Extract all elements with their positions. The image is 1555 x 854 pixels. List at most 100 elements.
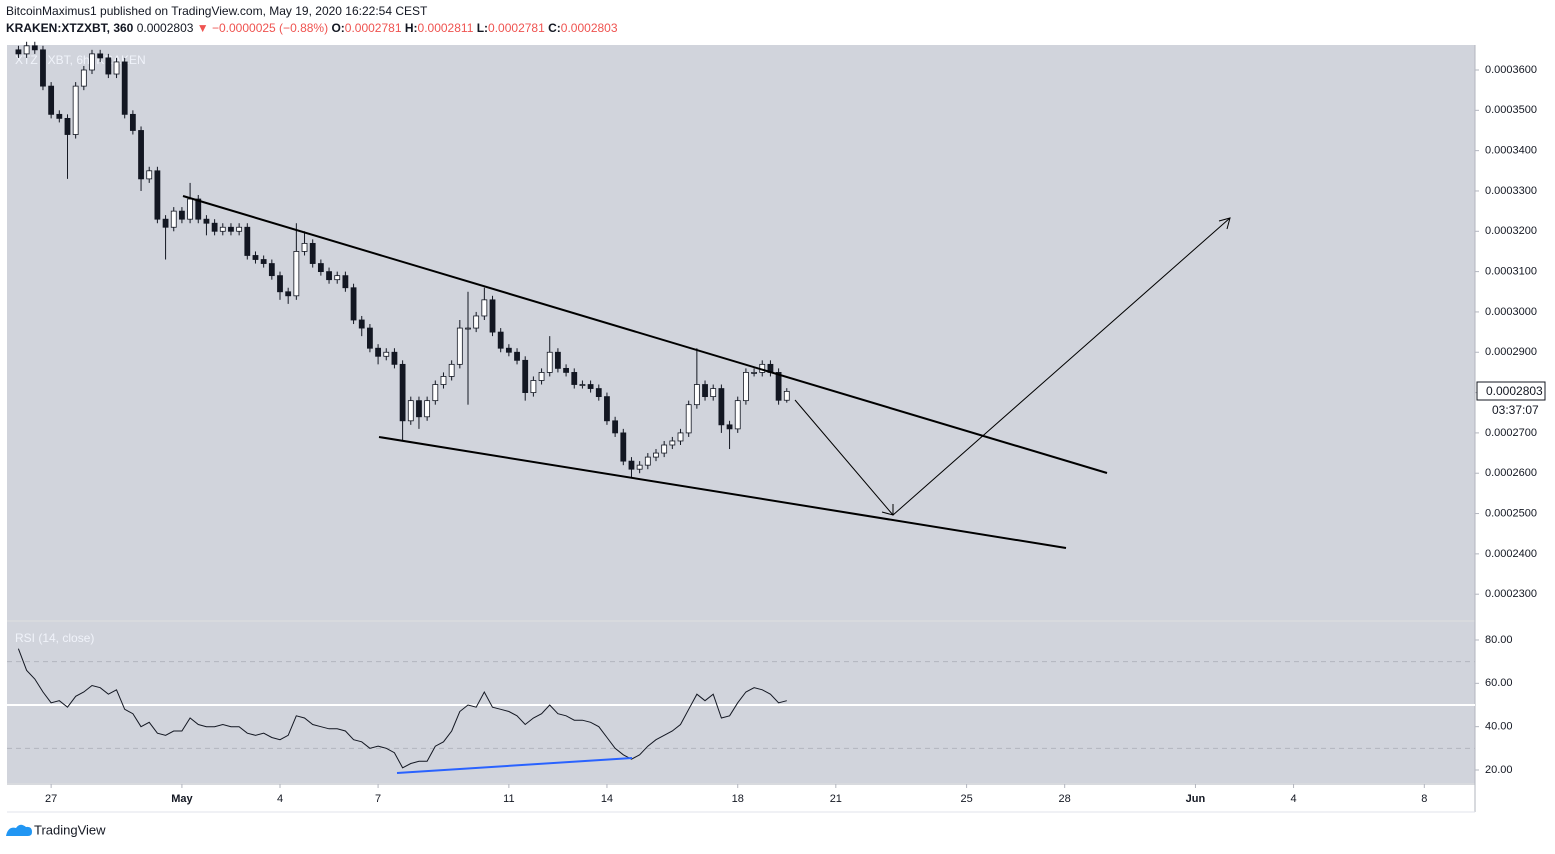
candle-body [187,198,193,220]
plot-layer: 0.0003600 0.0003500 0.0003400 0.0003300 0.00… [7,41,1537,805]
candle-body [448,363,455,377]
countdown-tag [1477,401,1545,419]
arrow-head [1218,217,1231,230]
candle-body [89,53,95,71]
candle-body [751,372,757,374]
logo-icon [6,824,32,836]
y-tick-label: 0.0003300 [1485,185,1537,197]
y-tick-label: 0.0003100 [1485,266,1537,278]
candle-body [538,372,545,381]
rsi-pane [7,622,1475,783]
candle-body [604,396,610,422]
candle-body [48,85,55,115]
y-tick-label: 0.0002700 [1485,427,1537,439]
main-pane [7,45,1475,620]
candle-body [489,299,496,333]
countdown: 03:37:07 [1492,403,1539,417]
candle-body [383,351,390,357]
x-tick-label: 8 [1421,793,1427,805]
candle-body [481,299,488,317]
candle-body [309,242,316,264]
x-tick-label: 4 [277,793,283,805]
publisher-line: BitcoinMaximus1 published on TradingView… [6,4,428,18]
candle-body [162,218,169,228]
candle-body [358,319,365,329]
candle-body [285,291,292,297]
change: ▼ −0.0000025 (−0.88%) [197,21,328,35]
pane-label: XTZ / XBT, 6h, KRAKEN [15,53,146,67]
candle-body [228,226,234,232]
candle-body [783,390,790,401]
drawings [182,195,1231,774]
candle-body [546,351,553,373]
candle-body [555,351,561,369]
ohlc-label: C: [548,21,561,35]
candle-body [391,351,398,365]
candle-body [15,49,22,55]
candle-body [669,440,676,446]
candle-body [416,400,422,418]
x-tick-label: 14 [601,793,613,805]
candle-body [440,376,447,385]
y-tick-label: 0.0003000 [1485,306,1537,318]
candle-body [138,130,144,180]
ohlc-label: H: [405,21,418,35]
ohlc-value: 0.0002811 [418,21,474,35]
candle-body [268,263,275,277]
ohlc-value: 0.0002781 [345,21,402,35]
candle-body [334,275,341,281]
candle-body [718,388,725,426]
candle-body [121,61,128,115]
candle-body [587,384,594,389]
candle-body [170,210,177,228]
candle-body [293,251,300,297]
candle-body [685,404,692,434]
candle-body [342,275,349,289]
candle-body [743,372,749,402]
candle-body [40,49,46,87]
x-tick-label: 7 [375,793,381,805]
lower-trendline [378,436,1067,549]
candle-body [105,57,112,75]
x-tick-label: 28 [1059,793,1071,805]
candle-body [653,452,659,458]
candle-body [97,53,104,59]
candle-body [612,420,619,434]
candle-body [563,367,569,373]
candle-body [407,400,414,422]
candle-body [505,347,512,353]
candle-body [350,287,357,321]
candle-body [113,61,120,75]
candle-body [677,432,684,442]
y-tick-label: 0.0003500 [1485,104,1537,116]
candle-body [203,218,210,224]
y-tick-label: 80.00 [1485,634,1513,646]
x-tick-label: 25 [960,793,972,805]
candle-body [473,315,480,329]
x-tick-label: Jun [1186,793,1206,805]
candle-body [595,388,602,398]
candle-body [571,372,578,385]
x-tick-label: 18 [732,793,744,805]
x-tick-label: 4 [1290,793,1296,805]
divergence-line [396,757,633,774]
y-tick-label: 0.0002600 [1485,467,1537,479]
price-tag-text: 0.0002803 [1486,384,1543,398]
candle-body [56,113,63,119]
candle-body [277,275,283,293]
candle-body [72,85,79,135]
candle-body [530,380,537,393]
candle-body [179,210,185,220]
candle-body [661,444,668,454]
candle-body [64,117,71,135]
candle-body [710,388,717,398]
arrow-head [881,504,894,516]
symbol: KRAKEN:XTZXBT, 360 [6,21,134,35]
candle-body [693,384,700,406]
candle-body [465,327,471,330]
candle-body [522,359,529,393]
candle-body [424,400,431,418]
symbol-line: KRAKEN:XTZXBT, 360 0.0002803 ▼ −0.000002… [6,21,618,35]
candle-body [80,69,87,87]
